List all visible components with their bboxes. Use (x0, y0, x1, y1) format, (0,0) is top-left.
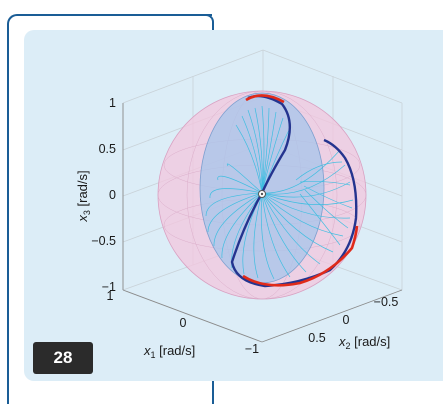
x2-tick: 0.5 (308, 331, 325, 345)
trajectory-red-bottom (242, 225, 359, 287)
x1-tick-labels: 1 0 −1 (107, 289, 260, 356)
x2-tick: 0 (343, 313, 350, 327)
x3-tick: −1 (102, 280, 116, 294)
figure-number-badge: 28 (33, 342, 93, 374)
x2-tick: −0.5 (374, 295, 399, 309)
x1-axis-label: x1 [rad/s] (143, 343, 195, 360)
x2-axis-label: x2 [rad/s] (338, 334, 390, 351)
x3-tick: 1 (109, 96, 116, 110)
x1-tick: 0 (180, 316, 187, 330)
x3-axis-label: x3 [rad/s] (75, 170, 92, 222)
x3-tick: 0 (109, 188, 116, 202)
trajectory-red-top (245, 94, 285, 104)
x1-tick: −1 (245, 342, 259, 356)
x3-tick: 0.5 (99, 142, 116, 156)
axis-box (122, 103, 403, 343)
x1-tick: 1 (107, 289, 114, 303)
x3-tick-labels: 1 0.5 0 −0.5 −1 (91, 96, 116, 294)
trajectory-dark (230, 94, 358, 288)
frame-border (7, 14, 212, 404)
x2-tick-labels: −0.5 0 0.5 (308, 295, 398, 345)
x3-tick: −0.5 (91, 234, 116, 248)
